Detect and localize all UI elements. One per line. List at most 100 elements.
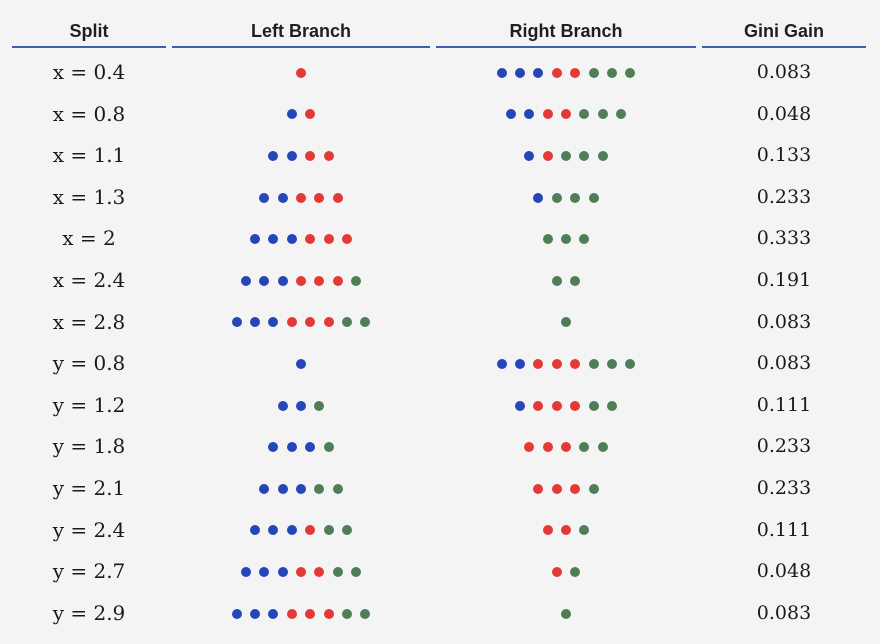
blue-dot [305,442,316,453]
blue-dot [259,566,270,577]
red-dot [314,192,325,203]
red-dot [570,483,581,494]
split-condition: y = 1.8 [52,434,126,459]
green-dot [607,400,617,411]
right-branch-dots [0,94,880,136]
green-dot [561,608,571,619]
blue-dot [268,234,279,245]
split-condition: x = 1.1 [52,143,126,168]
blue-dot [259,192,270,203]
table-row: y = 2.1 0.233 [0,468,880,510]
gini-gain-value: 0.083 [756,352,812,375]
left-branch-dots [0,593,880,635]
green-dot [597,109,608,120]
left-branch-dots [0,218,880,260]
header-rule-left [172,46,430,48]
split-condition: y = 2.1 [52,476,126,500]
blue-dot [296,400,306,411]
green-dot [579,442,590,453]
gini-gain-value: 0.048 [756,560,812,583]
red-dot [332,192,343,203]
blue-dot [533,67,544,78]
red-dot [533,358,544,369]
gini-gain-value: 0.133 [756,144,812,167]
red-dot [551,358,562,369]
red-dot [305,234,316,245]
left-branch-dots [0,343,880,385]
table-row: x = 2.4 0.191 [0,260,880,302]
split-condition: x = 2.8 [52,309,126,334]
gini-gain-value: 0.111 [756,393,812,416]
green-dot [342,317,352,328]
green-dot [551,275,562,286]
table-row: y = 2.7 0.048 [0,551,880,593]
blue-dot [277,400,288,411]
table-row: x = 2.8 0.083 [0,302,880,344]
green-dot [561,317,571,328]
red-dot [542,150,553,161]
blue-dot [524,109,535,120]
table-row: x = 1.3 0.233 [0,177,880,219]
left-branch-dots [0,551,880,593]
red-dot [305,150,316,161]
left-branch-dots [0,510,880,552]
red-dot [296,192,306,203]
blue-dot [277,483,288,494]
blue-dot [231,317,242,328]
red-dot [570,67,581,78]
red-dot [305,317,316,328]
green-dot [625,358,636,369]
blue-dot [268,608,279,619]
right-branch-dots [0,260,880,302]
red-dot [286,608,297,619]
right-branch-dots [0,177,880,219]
green-dot [323,525,334,536]
red-dot [561,442,571,453]
table-row: x = 0.8 0.048 [0,94,880,136]
blue-dot [268,317,279,328]
header-rule-right [436,46,696,48]
left-branch-dots [0,177,880,219]
red-dot [542,109,553,120]
blue-dot [250,317,260,328]
blue-dot [515,67,525,78]
split-condition: y = 2.4 [52,517,126,542]
red-dot [542,442,553,453]
green-dot [588,192,599,203]
blue-dot [240,275,251,286]
blue-dot [296,483,306,494]
table-row: y = 2.4 0.111 [0,510,880,552]
table-row: x = 2 0.333 [0,218,880,260]
blue-dot [250,234,260,245]
red-dot [542,525,553,536]
right-branch-dots [0,551,880,593]
gini-gain-value: 0.083 [756,601,812,624]
gini-gain-value: 0.048 [756,102,812,125]
green-dot [579,525,590,536]
header-gini-gain: Gini Gain [743,21,824,41]
red-dot [296,566,306,577]
blue-dot [286,234,297,245]
red-dot [323,317,334,328]
red-dot [296,275,306,286]
blue-dot [515,358,525,369]
blue-dot [505,109,516,120]
left-branch-dots [0,385,880,427]
blue-dot [268,442,279,453]
gini-gain-value: 0.191 [756,269,812,291]
red-dot [533,483,544,494]
blue-dot [259,483,270,494]
green-dot [342,608,352,619]
gini-gain-value: 0.083 [756,61,812,83]
red-dot [561,109,571,120]
red-dot [551,400,562,411]
blue-dot [240,566,251,577]
blue-dot [286,442,297,453]
blue-dot [268,150,279,161]
left-branch-dots [0,94,880,136]
blue-dot [524,150,535,161]
green-dot [616,109,627,120]
table-row: x = 1.1 0.133 [0,135,880,177]
green-dot [588,67,599,78]
